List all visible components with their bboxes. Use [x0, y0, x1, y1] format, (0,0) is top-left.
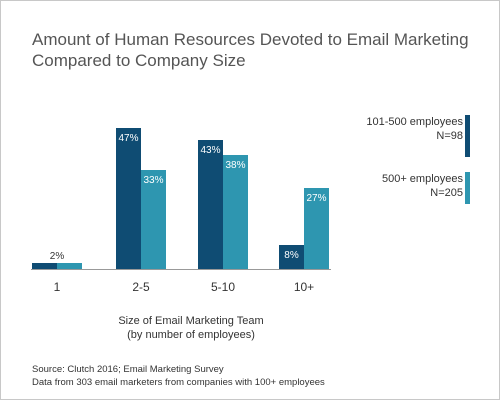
data-label-1-5-10: 43% [200, 145, 220, 156]
x-axis-title: Size of Email Marketing Team (by number … [61, 314, 321, 342]
bar-2-1 [57, 263, 82, 269]
legend-item-series-1: 101-500 employees N=98 [366, 115, 463, 143]
bar-2-2-5 [141, 170, 166, 269]
bar-2-5-10 [223, 155, 248, 269]
bar-1-5-10 [198, 140, 223, 269]
legend-label-series-2: 500+ employees [381, 173, 463, 185]
x-tick-label-1: 1 [54, 280, 61, 294]
bar-1-2-5 [116, 128, 141, 269]
chart-title: Amount of Human Resources Devoted to Ema… [32, 29, 472, 71]
data-label-2-2-5: 33% [143, 175, 163, 186]
source-note: Source: Clutch 2016; Email Marketing Sur… [32, 363, 325, 389]
x-tick-label-5-10: 5-10 [211, 280, 235, 294]
data-label-2-5-10: 38% [225, 160, 245, 171]
x-tick-label-2-5: 2-5 [132, 280, 150, 294]
data-label-shared-1: 2% [50, 251, 65, 262]
legend-count-series-2: N=205 [430, 187, 463, 199]
data-label-2-10+: 27% [306, 193, 326, 204]
x-tick-label-10+: 10+ [294, 280, 314, 294]
legend-swatch-series-1 [465, 115, 470, 157]
chart-title-line-1: Amount of Human Resources Devoted to Ema… [32, 30, 469, 49]
data-label-1-10+: 8% [284, 250, 299, 261]
bar-2-10+ [304, 188, 329, 269]
bar-1-10+ [279, 245, 304, 269]
legend-count-series-1: N=98 [436, 130, 463, 142]
source-line-1: Source: Clutch 2016; Email Marketing Sur… [32, 364, 224, 375]
bar-1-1 [32, 263, 57, 269]
legend-swatch-series-2 [465, 172, 470, 204]
legend-item-series-2: 500+ employees N=205 [382, 172, 463, 200]
chart-title-line-2: Compared to Company Size [32, 51, 246, 70]
source-line-2: Data from 303 email marketers from compa… [32, 377, 325, 388]
legend-label-series-1: 101-500 employees [366, 116, 463, 128]
x-axis-title-line-2: (by number of employees) [127, 329, 255, 341]
x-axis-title-line-1: Size of Email Marketing Team [118, 315, 264, 327]
data-label-1-2-5: 47% [118, 133, 138, 144]
